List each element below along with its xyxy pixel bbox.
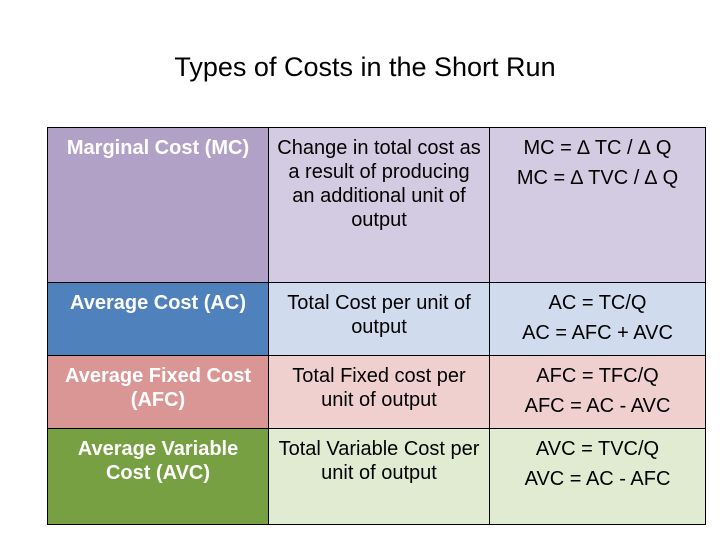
- cost-formulas: AC = TC/Q AC = AFC + AVC: [489, 282, 706, 356]
- cost-formulas: MC = ∆ TC / ∆ Q MC = ∆ TVC / ∆ Q: [489, 127, 706, 283]
- cost-name: Average Fixed Cost (AFC): [47, 355, 269, 429]
- cost-description: Total Cost per unit of output: [268, 282, 490, 356]
- cost-name: Marginal Cost (MC): [47, 127, 269, 283]
- table-row: Average Fixed Cost (AFC) Total Fixed cost…: [47, 355, 706, 429]
- formula: MC = ∆ TC / ∆ Q: [523, 137, 672, 159]
- slide-title: Types of Costs in the Short Run: [0, 52, 728, 83]
- formula: AVC = TVC/Q: [535, 438, 660, 460]
- table-row: Marginal Cost (MC) Change in total cost a…: [47, 127, 706, 283]
- cost-description: Total Variable Cost per unit of output: [268, 428, 490, 525]
- table-row: Average Variable Cost (AVC) Total Variabl…: [47, 428, 706, 525]
- table-body: Marginal Cost (MC) Change in total cost a…: [47, 127, 706, 525]
- cost-description: Change in total cost as a result of prod…: [268, 127, 490, 283]
- cost-name: Average Variable Cost (AVC): [47, 428, 269, 525]
- cost-formulas: AFC = TFC/Q AFC = AC - AVC: [489, 355, 706, 429]
- formula: MC = ∆ TVC / ∆ Q: [516, 167, 679, 189]
- cost-name: Average Cost (AC): [47, 282, 269, 356]
- cost-formulas: AVC = TVC/Q AVC = AC - AFC: [489, 428, 706, 525]
- title-text: Types of Costs in the Short Run: [174, 52, 556, 82]
- formula: AC = TC/Q: [548, 292, 647, 314]
- formula: AFC = TFC/Q: [536, 365, 659, 387]
- formula: AFC = AC - AVC: [524, 395, 671, 417]
- formula: AC = AFC + AVC: [522, 322, 673, 344]
- cost-description: Total Fixed cost per unit of output: [268, 355, 490, 429]
- formula: AVC = AC - AFC: [524, 468, 671, 490]
- table-row: Average Cost (AC) Total Cost per unit of …: [47, 282, 706, 356]
- cost-table: Marginal Cost (MC) Change in total cost a…: [47, 127, 706, 525]
